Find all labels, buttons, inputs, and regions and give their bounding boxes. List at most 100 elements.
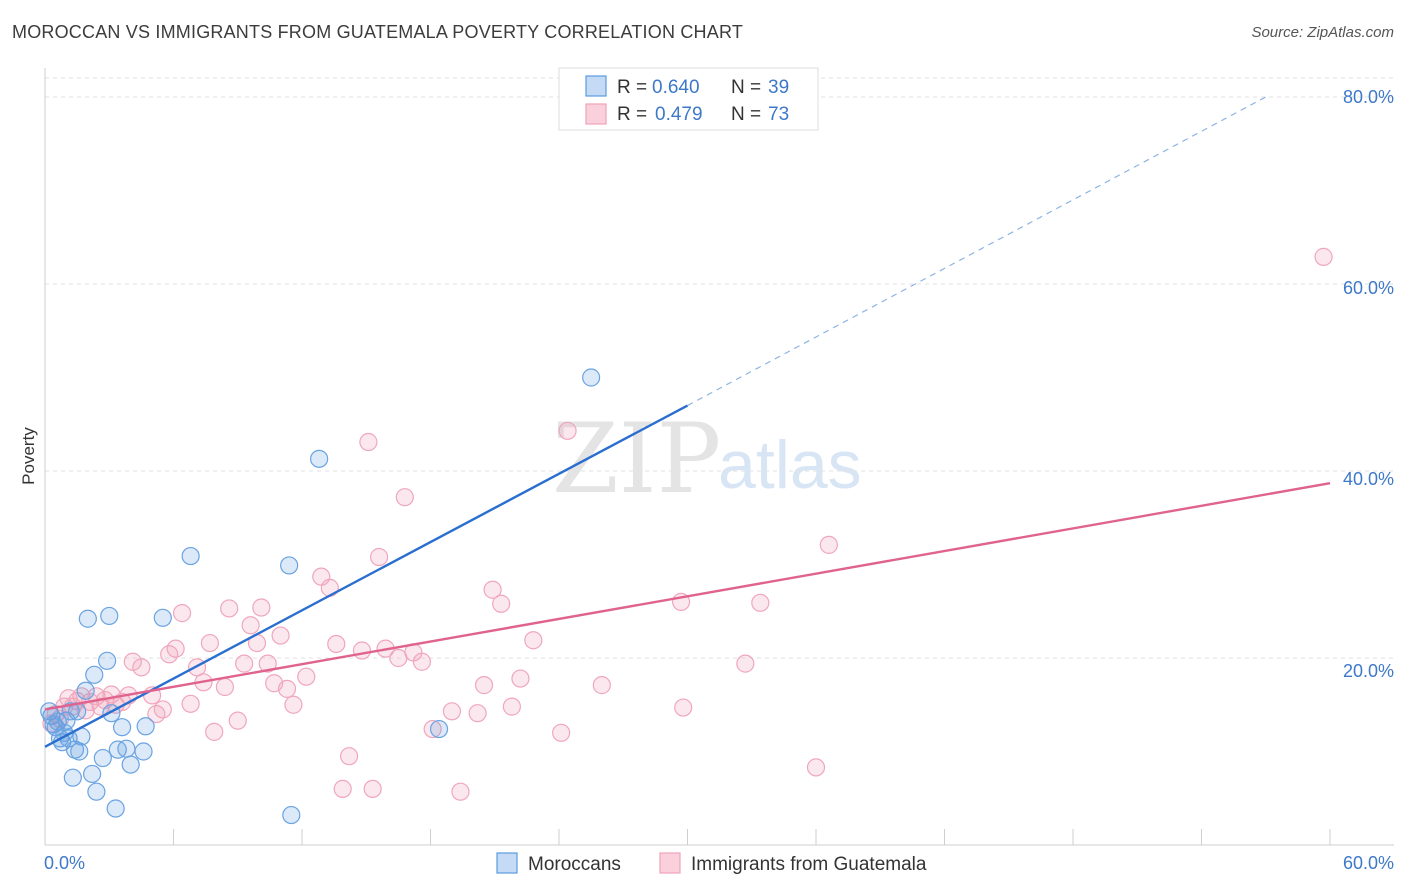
point-guatemala	[252, 598, 271, 617]
x-tick-label-max: 60.0%	[1343, 853, 1394, 873]
point-guatemala	[340, 747, 359, 766]
legend-bottom: Moroccans Immigrants from Guatemala	[496, 852, 927, 875]
point-guatemala	[552, 723, 571, 742]
x-tick-label-min: 0.0%	[44, 853, 85, 873]
bottom-legend-swatch-guatemala	[659, 852, 681, 874]
point-moroccans	[106, 799, 125, 818]
point-guatemala	[166, 639, 185, 658]
point-guatemala	[412, 652, 432, 671]
legend-top: R = 0.640 N = 39 R = 0.479 N = 73	[558, 67, 819, 131]
point-moroccans	[582, 368, 601, 387]
point-guatemala	[423, 719, 442, 739]
point-moroccans	[98, 651, 117, 670]
point-guatemala	[297, 667, 316, 686]
legend-r-label-moroccans: R =	[617, 77, 647, 98]
point-moroccans	[280, 556, 299, 575]
point-guatemala	[132, 658, 151, 677]
trend-line-guatemala	[44, 481, 1331, 711]
trend-line-moroccans-extension	[687, 96, 1267, 407]
point-guatemala	[511, 669, 530, 688]
legend-n-value-guatemala: 73	[768, 104, 789, 125]
point-moroccans	[93, 748, 112, 768]
y-tick-label-60: 60.0%	[1343, 278, 1394, 298]
series-guatemala-points	[42, 247, 1333, 801]
point-guatemala	[592, 676, 611, 695]
point-moroccans	[429, 719, 449, 739]
point-guatemala	[674, 698, 693, 717]
point-guatemala	[241, 616, 260, 635]
watermark-zip: ZIP	[552, 403, 721, 515]
point-guatemala	[215, 677, 234, 697]
point-guatemala	[502, 697, 521, 716]
point-moroccans	[136, 717, 155, 736]
point-guatemala	[271, 626, 290, 645]
point-moroccans	[117, 739, 136, 758]
point-guatemala	[363, 779, 382, 799]
point-guatemala	[359, 432, 378, 452]
point-guatemala	[235, 654, 254, 673]
point-guatemala	[483, 580, 502, 599]
grid-lines	[45, 77, 1394, 659]
axes	[44, 68, 1394, 846]
point-moroccans	[87, 782, 106, 801]
point-guatemala	[524, 631, 543, 650]
point-guatemala	[468, 704, 487, 723]
trend-lines	[44, 96, 1331, 748]
legend-n-label-moroccans: N =	[731, 77, 761, 98]
point-guatemala	[819, 535, 838, 554]
legend-n-label-guatemala: N =	[731, 104, 761, 125]
point-guatemala	[228, 711, 247, 730]
point-guatemala	[205, 722, 224, 741]
point-moroccans	[83, 764, 102, 784]
point-guatemala	[558, 421, 577, 440]
legend-n-value-moroccans: 39	[768, 77, 789, 98]
point-moroccans	[100, 606, 119, 626]
point-moroccans	[63, 768, 82, 787]
point-guatemala	[492, 594, 511, 613]
point-moroccans	[76, 681, 95, 700]
point-guatemala	[751, 593, 770, 612]
trend-line-moroccans	[44, 404, 689, 748]
point-guatemala	[200, 633, 220, 653]
point-guatemala	[181, 694, 200, 713]
point-guatemala	[352, 641, 372, 660]
point-moroccans	[70, 742, 89, 761]
point-guatemala	[333, 779, 352, 799]
point-guatemala	[153, 700, 172, 719]
point-moroccans	[121, 755, 140, 774]
point-guatemala	[172, 604, 192, 623]
legend-r-value-moroccans: 0.640	[652, 77, 700, 98]
point-moroccans	[282, 805, 301, 825]
point-guatemala	[442, 702, 462, 721]
legend-swatch-guatemala	[585, 103, 607, 125]
point-moroccans	[134, 742, 153, 761]
y-tick-label-80: 80.0%	[1343, 87, 1394, 107]
point-guatemala	[258, 654, 277, 673]
bottom-legend-label-moroccans: Moroccans	[528, 854, 621, 875]
y-tick-label-40: 40.0%	[1343, 469, 1394, 489]
point-guatemala	[806, 758, 826, 777]
point-guatemala	[451, 782, 470, 801]
legend-swatch-moroccans	[585, 75, 607, 97]
point-guatemala	[474, 676, 494, 695]
point-moroccans	[61, 702, 80, 721]
point-guatemala	[320, 578, 339, 597]
point-moroccans	[85, 665, 104, 684]
point-guatemala	[277, 679, 297, 698]
point-guatemala	[736, 654, 755, 673]
point-guatemala	[220, 599, 239, 618]
point-moroccans	[112, 718, 132, 737]
legend-r-label-guatemala: R =	[617, 104, 647, 125]
source-credit: Source: ZipAtlas.com	[1251, 24, 1394, 41]
point-moroccans	[310, 449, 329, 468]
legend-r-value-guatemala: 0.479	[655, 104, 703, 125]
watermark-atlas: atlas	[718, 427, 862, 503]
y-tick-label-20: 20.0%	[1343, 661, 1394, 681]
point-guatemala	[284, 695, 303, 714]
point-guatemala	[327, 634, 346, 654]
point-guatemala	[370, 547, 389, 567]
series-moroccans-points	[40, 368, 601, 825]
point-guatemala	[395, 488, 414, 507]
point-moroccans	[181, 546, 200, 566]
